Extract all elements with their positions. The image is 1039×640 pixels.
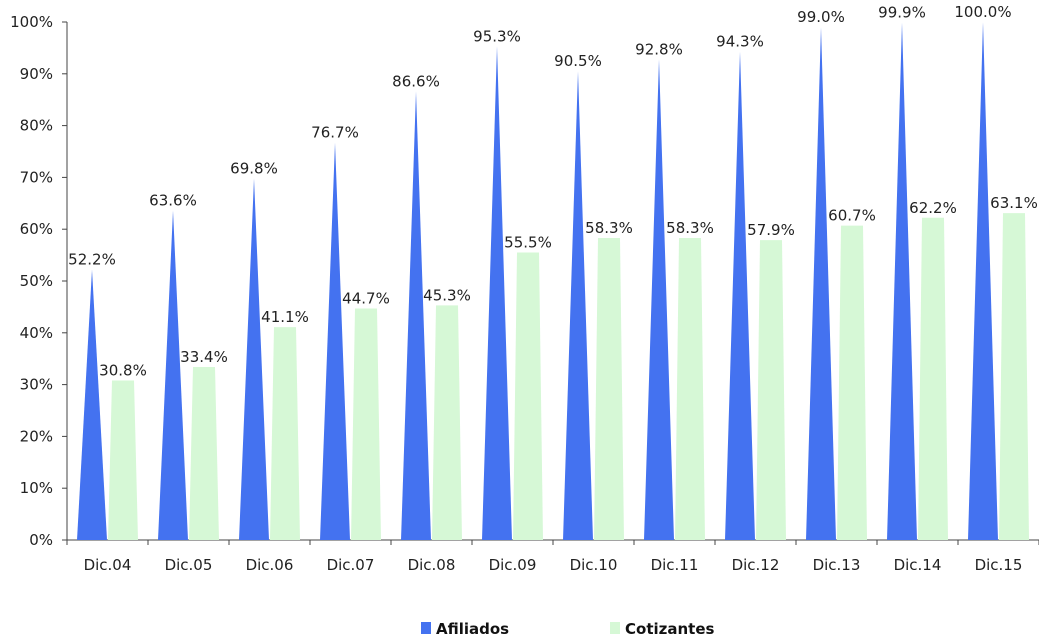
y-tick-label: 20% [20, 427, 53, 445]
bar-afiliados-dic-09 [482, 46, 512, 540]
legend: Afiliados Cotizantes [421, 620, 715, 638]
data-label-cotizantes: 62.2% [909, 199, 957, 217]
bar-cotizantes-dic-13 [837, 225, 867, 540]
x-tick-label: Dic.05 [165, 556, 213, 574]
data-label-afiliados: 100.0% [954, 3, 1011, 21]
data-label-afiliados: 52.2% [68, 251, 116, 269]
bar-afiliados-dic-14 [887, 22, 917, 540]
bar-afiliados-dic-05 [158, 210, 188, 540]
y-tick-label: 90% [20, 65, 53, 83]
y-tick-label: 60% [20, 220, 53, 238]
y-tick-label: 80% [20, 117, 53, 135]
x-tick-label: Dic.11 [651, 556, 699, 574]
bar-afiliados-dic-13 [806, 27, 836, 541]
data-label-cotizantes: 63.1% [990, 194, 1038, 212]
x-tick-label: Dic.07 [327, 556, 375, 574]
data-label-cotizantes: 60.7% [828, 207, 876, 225]
x-tick-label: Dic.12 [732, 556, 780, 574]
y-tick-label: 70% [20, 168, 53, 186]
data-label-afiliados: 99.0% [797, 8, 845, 26]
bar-cotizantes-dic-05 [189, 366, 219, 540]
legend-swatch-cotizantes [610, 622, 620, 634]
bar-afiliados-dic-10 [563, 71, 593, 541]
x-tick-label: Dic.09 [489, 556, 537, 574]
data-label-cotizantes: 57.9% [747, 221, 795, 239]
legend-label-afiliados: Afiliados [436, 620, 509, 638]
data-label-cotizantes: 30.8% [99, 361, 147, 379]
y-tick-label: 30% [20, 376, 53, 394]
bar-afiliados-dic-04 [77, 269, 107, 540]
data-label-afiliados: 69.8% [230, 159, 278, 177]
bar-cotizantes-dic-06 [270, 327, 300, 540]
bar-afiliados-dic-07 [320, 142, 350, 540]
bar-cotizantes-dic-07 [351, 308, 381, 540]
legend-swatch-afiliados [421, 622, 431, 634]
bar-cotizantes-dic-12 [756, 240, 786, 540]
y-tick-label: 40% [20, 324, 53, 342]
data-label-afiliados: 92.8% [635, 40, 683, 58]
data-label-afiliados: 95.3% [473, 27, 521, 45]
legend-label-cotizantes: Cotizantes [625, 620, 715, 638]
x-tick-label: Dic.14 [894, 556, 942, 574]
data-label-afiliados: 94.3% [716, 33, 764, 51]
bar-cotizantes-dic-08 [432, 305, 462, 540]
y-tick-label: 100% [10, 13, 53, 31]
y-tick-label: 50% [20, 272, 53, 290]
bar-afiliados-dic-08 [401, 91, 431, 541]
data-label-afiliados: 63.6% [149, 192, 197, 210]
bar-cotizantes-dic-14 [918, 217, 948, 540]
x-tick-label: Dic.06 [246, 556, 294, 574]
bars-group [77, 22, 1029, 541]
data-label-cotizantes: 41.1% [261, 308, 309, 326]
data-labels-group: 52.2% 30.8% 63.6% 33.4% 69.8% 41.1% 76.7% 44.7%… [68, 3, 1038, 379]
y-tick-label: 0% [29, 531, 53, 549]
bar-afiliados-dic-15 [968, 22, 998, 540]
bar-afiliados-dic-12 [725, 51, 755, 540]
bar-cotizantes-dic-10 [594, 238, 624, 541]
data-label-cotizantes: 58.3% [666, 219, 714, 237]
data-label-afiliados: 99.9% [878, 4, 926, 22]
bar-afiliados-dic-11 [644, 59, 674, 541]
data-label-cotizantes: 55.5% [504, 234, 552, 252]
x-tick-label: Dic.15 [975, 556, 1023, 574]
y-tick-label: 10% [20, 479, 53, 497]
x-tick-label: Dic.13 [813, 556, 861, 574]
data-label-cotizantes: 58.3% [585, 219, 633, 237]
bar-afiliados-dic-06 [239, 178, 269, 540]
x-axis: Dic.04 Dic.05 Dic.06 Dic.07 Dic.08 Dic.09 Dic.… [66, 539, 1039, 574]
data-label-afiliados: 76.7% [311, 124, 359, 142]
x-tick-label: Dic.04 [84, 556, 132, 574]
x-tick-label: Dic.08 [408, 556, 456, 574]
bar-cotizantes-dic-09 [513, 252, 543, 540]
data-label-afiliados: 86.6% [392, 72, 440, 90]
bar-cotizantes-dic-04 [108, 380, 138, 540]
x-tick-label: Dic.10 [570, 556, 618, 574]
data-label-cotizantes: 45.3% [423, 286, 471, 304]
data-label-cotizantes: 44.7% [342, 289, 390, 307]
data-label-afiliados: 90.5% [554, 52, 602, 70]
bar-cotizantes-dic-15 [999, 213, 1029, 540]
bar-cotizantes-dic-11 [675, 238, 705, 541]
y-axis: 0% 10% 20% 30% 40% 50% 60% 70% 80% 90% 100% [10, 13, 68, 549]
data-label-cotizantes: 33.4% [180, 348, 228, 366]
